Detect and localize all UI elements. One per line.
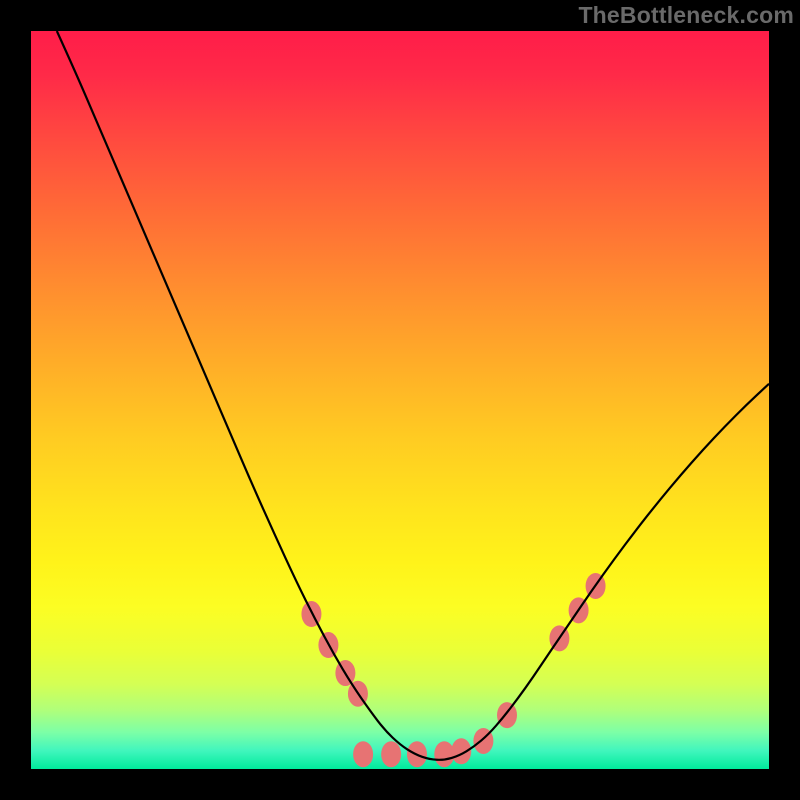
watermark-text: TheBottleneck.com xyxy=(578,2,794,29)
data-marker xyxy=(434,741,454,767)
bottleneck-chart xyxy=(0,0,800,800)
plot-background xyxy=(31,31,769,769)
data-marker xyxy=(381,741,401,767)
data-marker xyxy=(497,702,517,728)
data-marker xyxy=(353,741,373,767)
